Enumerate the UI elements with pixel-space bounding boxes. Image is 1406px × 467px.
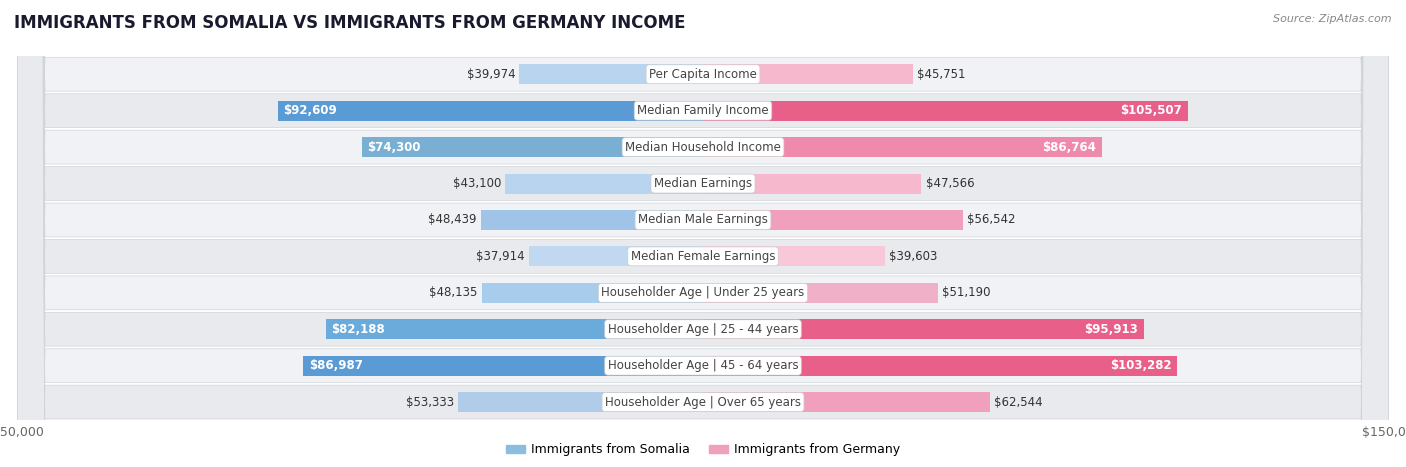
Text: $103,282: $103,282: [1111, 359, 1171, 372]
Text: $86,764: $86,764: [1042, 141, 1097, 154]
Text: $39,603: $39,603: [889, 250, 938, 263]
Bar: [703, 64, 912, 84]
Bar: [519, 64, 703, 84]
Bar: [703, 210, 963, 230]
Text: $48,135: $48,135: [429, 286, 478, 299]
FancyBboxPatch shape: [17, 0, 1389, 467]
Bar: [703, 247, 884, 266]
Text: $37,914: $37,914: [477, 250, 524, 263]
FancyBboxPatch shape: [17, 0, 1389, 467]
Text: $86,987: $86,987: [309, 359, 363, 372]
Text: $39,974: $39,974: [467, 68, 515, 81]
Text: $45,751: $45,751: [917, 68, 966, 81]
Bar: [458, 392, 703, 412]
Text: $74,300: $74,300: [367, 141, 420, 154]
Bar: [361, 137, 703, 157]
Bar: [304, 356, 703, 375]
FancyBboxPatch shape: [17, 0, 1389, 467]
Text: $92,609: $92,609: [283, 104, 337, 117]
Text: $48,439: $48,439: [427, 213, 477, 226]
Bar: [481, 210, 703, 230]
Text: Median Family Income: Median Family Income: [637, 104, 769, 117]
Text: $56,542: $56,542: [967, 213, 1015, 226]
Text: Median Male Earnings: Median Male Earnings: [638, 213, 768, 226]
Bar: [703, 356, 1177, 375]
Legend: Immigrants from Somalia, Immigrants from Germany: Immigrants from Somalia, Immigrants from…: [501, 439, 905, 461]
Bar: [482, 283, 703, 303]
Text: Householder Age | Under 25 years: Householder Age | Under 25 years: [602, 286, 804, 299]
Text: Median Earnings: Median Earnings: [654, 177, 752, 190]
Text: $82,188: $82,188: [330, 323, 385, 336]
Text: Householder Age | 45 - 64 years: Householder Age | 45 - 64 years: [607, 359, 799, 372]
FancyBboxPatch shape: [17, 0, 1389, 467]
Bar: [703, 137, 1101, 157]
Bar: [703, 283, 938, 303]
Bar: [277, 101, 703, 120]
Bar: [703, 392, 990, 412]
Bar: [505, 174, 703, 193]
FancyBboxPatch shape: [17, 0, 1389, 467]
Text: $62,544: $62,544: [994, 396, 1043, 409]
FancyBboxPatch shape: [17, 0, 1389, 467]
Text: IMMIGRANTS FROM SOMALIA VS IMMIGRANTS FROM GERMANY INCOME: IMMIGRANTS FROM SOMALIA VS IMMIGRANTS FR…: [14, 14, 686, 32]
Text: $105,507: $105,507: [1121, 104, 1182, 117]
Text: $53,333: $53,333: [406, 396, 454, 409]
Text: Householder Age | 25 - 44 years: Householder Age | 25 - 44 years: [607, 323, 799, 336]
Text: Per Capita Income: Per Capita Income: [650, 68, 756, 81]
Text: $95,913: $95,913: [1084, 323, 1137, 336]
Text: $51,190: $51,190: [942, 286, 991, 299]
Text: $43,100: $43,100: [453, 177, 501, 190]
Bar: [326, 319, 703, 339]
Text: $47,566: $47,566: [925, 177, 974, 190]
FancyBboxPatch shape: [17, 0, 1389, 467]
Bar: [529, 247, 703, 266]
FancyBboxPatch shape: [17, 0, 1389, 467]
Bar: [703, 101, 1188, 120]
Text: Source: ZipAtlas.com: Source: ZipAtlas.com: [1274, 14, 1392, 24]
Bar: [703, 319, 1143, 339]
FancyBboxPatch shape: [17, 0, 1389, 467]
Bar: [703, 174, 921, 193]
FancyBboxPatch shape: [17, 0, 1389, 467]
Text: Median Female Earnings: Median Female Earnings: [631, 250, 775, 263]
Text: Householder Age | Over 65 years: Householder Age | Over 65 years: [605, 396, 801, 409]
Text: Median Household Income: Median Household Income: [626, 141, 780, 154]
